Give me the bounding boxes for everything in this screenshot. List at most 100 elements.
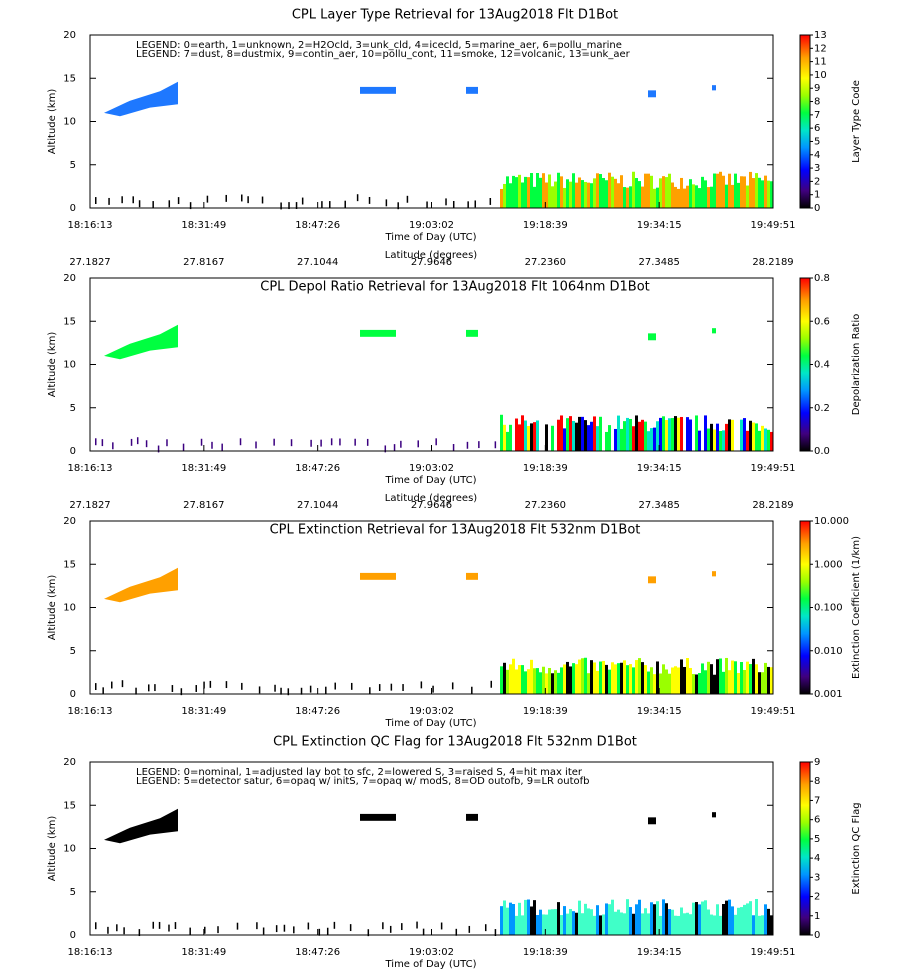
layer-patch — [587, 673, 590, 694]
x-tick-label: 19:34:15 — [637, 220, 682, 231]
layer-patch — [734, 421, 737, 451]
layer-patch — [764, 904, 767, 935]
layer-patch — [689, 667, 692, 694]
layer-patch — [500, 188, 503, 208]
layer-patch — [542, 914, 545, 935]
layer-patch — [344, 200, 346, 208]
layer-patch — [635, 904, 638, 935]
layer-patch — [731, 906, 734, 935]
layer-patch — [677, 667, 680, 694]
layer-patch — [354, 438, 356, 446]
layer-patch — [653, 188, 656, 208]
layer-patch — [728, 173, 731, 208]
layer-patch — [521, 415, 524, 451]
latitude-label: 27.1827 — [69, 257, 110, 268]
layer-patch — [521, 915, 524, 935]
layer-patch — [145, 440, 148, 448]
layer-patch — [95, 438, 97, 446]
layer-patch — [554, 181, 557, 208]
layer-patch — [599, 915, 602, 935]
layer-patch — [659, 178, 662, 208]
layer-patch — [300, 687, 303, 695]
layer-patch — [638, 181, 641, 208]
layer-patch — [752, 915, 755, 935]
cloud-patch — [466, 572, 478, 580]
layer-patch — [378, 684, 381, 692]
layer-patch — [168, 200, 171, 208]
x-tick-label: 18:16:13 — [68, 706, 113, 717]
layer-patch — [707, 661, 710, 694]
colorbar-tick-label: 10.000 — [814, 516, 849, 527]
layer-patch — [647, 671, 650, 694]
layer-patch — [725, 900, 728, 935]
layer-patch — [389, 925, 392, 933]
layer-patch — [581, 658, 584, 694]
layer-patch — [686, 912, 689, 935]
layer-patch — [755, 664, 758, 694]
layer-patch — [650, 902, 653, 935]
layer-patch — [209, 680, 212, 688]
layer-patch — [512, 904, 515, 935]
layer-patch — [749, 171, 752, 208]
layer-patch — [451, 682, 454, 690]
cloud-patch — [466, 813, 478, 821]
layer-patch — [539, 672, 542, 694]
layer-patch — [587, 908, 590, 935]
colorbar-label: Extinction QC Flag — [851, 802, 862, 894]
layer-patch — [674, 186, 677, 208]
layer-patch — [767, 666, 770, 694]
layer-patch — [725, 423, 728, 451]
plot-frame — [89, 520, 774, 695]
layer-patch — [611, 419, 614, 451]
layer-patch — [770, 915, 773, 935]
layer-patch — [101, 439, 104, 447]
layer-patch — [581, 180, 584, 208]
layer-patch — [138, 929, 141, 937]
layer-patch — [590, 421, 593, 451]
layer-patch — [644, 421, 647, 451]
layer-patch — [121, 196, 123, 204]
layer-patch — [400, 440, 402, 448]
layer-patch — [704, 900, 707, 935]
layer-patch — [539, 909, 542, 935]
layer-patch — [563, 664, 566, 694]
layer-patch — [452, 444, 455, 451]
cloud-patch — [360, 329, 396, 337]
layer-patch — [758, 430, 761, 451]
layer-patch — [647, 913, 650, 935]
layer-patch — [659, 915, 662, 935]
layer-patch — [584, 181, 587, 208]
layer-patch — [710, 423, 713, 451]
layer-patch — [474, 200, 477, 208]
colorbar-tick-label: 0.6 — [814, 316, 830, 327]
layer-patch — [527, 177, 530, 208]
layer-patch — [704, 415, 707, 451]
x-tick-label: 19:34:15 — [637, 947, 682, 958]
colorbar — [799, 520, 811, 695]
layer-patch — [536, 915, 539, 935]
layer-patch — [542, 417, 545, 451]
layer-patch — [755, 173, 758, 208]
layer-patch — [563, 906, 566, 935]
layer-patch — [674, 416, 677, 451]
legend-text: LEGEND: 0=earth, 1=unknown, 2=H2Ocld, 3=… — [136, 40, 622, 51]
layer-patch — [680, 177, 683, 208]
layer-patch — [255, 441, 257, 449]
layer-patch — [671, 418, 674, 451]
layer-patch — [435, 438, 437, 446]
x-axis-label: Time of Day (UTC) — [384, 475, 476, 486]
layer-patch — [641, 662, 644, 694]
layer-patch — [632, 426, 635, 451]
layer-patch — [716, 423, 719, 451]
layer-patch — [746, 430, 749, 451]
layer-patch — [707, 428, 710, 451]
layer-patch — [623, 187, 626, 208]
layer-patch — [590, 183, 593, 208]
layer-patch — [761, 915, 764, 935]
layer-patch — [121, 680, 124, 688]
y-tick-label: 0 — [70, 689, 76, 700]
layer-patch — [515, 915, 518, 935]
colorbar-label: Layer Type Code — [851, 80, 862, 163]
layer-patch — [626, 417, 629, 451]
layer-patch — [301, 197, 304, 205]
